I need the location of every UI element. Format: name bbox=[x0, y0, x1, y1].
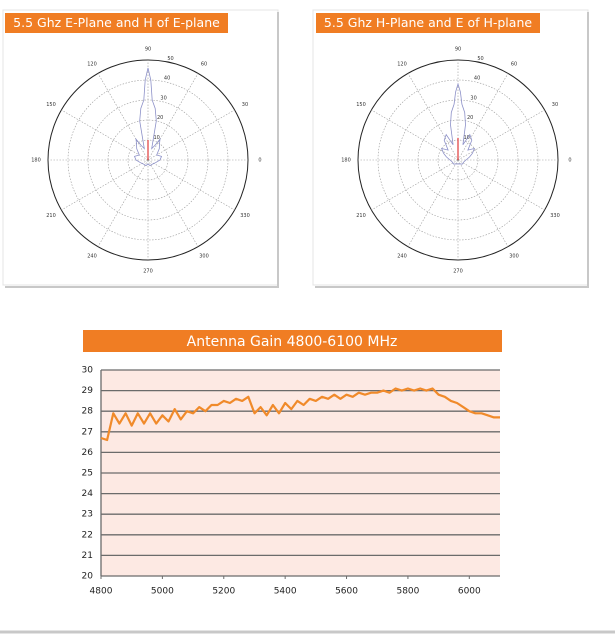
theta-tick-label: 210 bbox=[356, 213, 366, 219]
title-bar bbox=[83, 330, 502, 352]
theta-tick-label: 0 bbox=[568, 158, 571, 164]
chart-title: Antenna Gain 4800-6100 MHz bbox=[187, 334, 398, 350]
y-tick-label: 27 bbox=[82, 427, 93, 437]
r-tick-label: 10 bbox=[153, 135, 159, 141]
theta-tick-label: 300 bbox=[199, 254, 209, 260]
theta-tick-label: 330 bbox=[240, 213, 250, 219]
theta-tick-label: 0 bbox=[258, 158, 261, 164]
theta-tick-label: 30 bbox=[242, 102, 248, 108]
chart-title: 5.5 Ghz E-Plane and H of E-plane bbox=[13, 15, 220, 30]
y-tick-label: 28 bbox=[82, 407, 94, 417]
x-tick-label: 5000 bbox=[151, 587, 174, 597]
r-tick-label: 30 bbox=[160, 95, 166, 101]
r-tick-label: 20 bbox=[157, 115, 163, 121]
theta-tick-label: 300 bbox=[509, 254, 519, 260]
theta-tick-label: 270 bbox=[143, 269, 153, 275]
x-tick-label: 5600 bbox=[335, 587, 358, 597]
r-tick-label: 30 bbox=[470, 95, 476, 101]
pattern-trace bbox=[133, 67, 163, 167]
r-tick-label: 10 bbox=[463, 135, 469, 141]
y-tick-label: 22 bbox=[82, 530, 93, 540]
y-tick-label: 29 bbox=[82, 386, 94, 396]
y-tick-label: 24 bbox=[82, 489, 94, 499]
r-tick-label: 40 bbox=[474, 76, 480, 82]
theta-tick-label: 60 bbox=[201, 61, 207, 67]
x-tick-label: 5200 bbox=[212, 587, 235, 597]
y-tick-label: 23 bbox=[82, 510, 93, 520]
pattern-trace bbox=[440, 82, 476, 165]
radial-grid bbox=[67, 79, 229, 241]
x-tick-label: 5800 bbox=[396, 587, 419, 597]
y-tick-label: 25 bbox=[82, 469, 93, 479]
theta-tick-label: 60 bbox=[511, 61, 517, 67]
r-tick-label: 50 bbox=[167, 56, 173, 62]
x-tick-label: 5400 bbox=[274, 587, 297, 597]
theta-tick-label: 240 bbox=[87, 254, 97, 260]
theta-tick-label: 150 bbox=[356, 102, 366, 108]
theta-tick-label: 210 bbox=[46, 213, 56, 219]
theta-tick-label: 180 bbox=[31, 158, 41, 164]
theta-tick-label: 90 bbox=[145, 47, 151, 53]
panel-shadow bbox=[5, 12, 279, 288]
theta-tick-label: 120 bbox=[87, 61, 97, 67]
r-tick-label: 40 bbox=[164, 76, 170, 82]
r-tick-label: 50 bbox=[477, 56, 483, 62]
panel-shadow bbox=[315, 12, 589, 288]
y-tick-label: 26 bbox=[82, 448, 94, 458]
theta-tick-label: 120 bbox=[397, 61, 407, 67]
panel-frame bbox=[312, 9, 589, 286]
theta-tick-label: 270 bbox=[453, 269, 463, 275]
y-tick-label: 21 bbox=[82, 551, 93, 561]
theta-tick-label: 240 bbox=[397, 254, 407, 260]
theta-tick-label: 330 bbox=[550, 213, 560, 219]
r-tick-label: 20 bbox=[467, 115, 473, 121]
title-bar bbox=[5, 13, 228, 33]
y-tick-label: 30 bbox=[82, 366, 94, 376]
chart-title: 5.5 Ghz H-Plane and E of H-plane bbox=[324, 15, 532, 30]
theta-tick-label: 150 bbox=[46, 102, 56, 108]
y-tick-label: 20 bbox=[82, 572, 94, 582]
panel-frame bbox=[2, 9, 279, 286]
x-tick-label: 6000 bbox=[458, 587, 481, 597]
gain-line bbox=[100, 387, 500, 442]
x-tick-label: 4800 bbox=[90, 587, 113, 597]
theta-tick-label: 90 bbox=[455, 47, 461, 53]
radial-grid bbox=[377, 79, 539, 241]
title-bar bbox=[316, 13, 540, 33]
theta-tick-label: 180 bbox=[341, 158, 351, 164]
theta-tick-label: 30 bbox=[552, 102, 558, 108]
